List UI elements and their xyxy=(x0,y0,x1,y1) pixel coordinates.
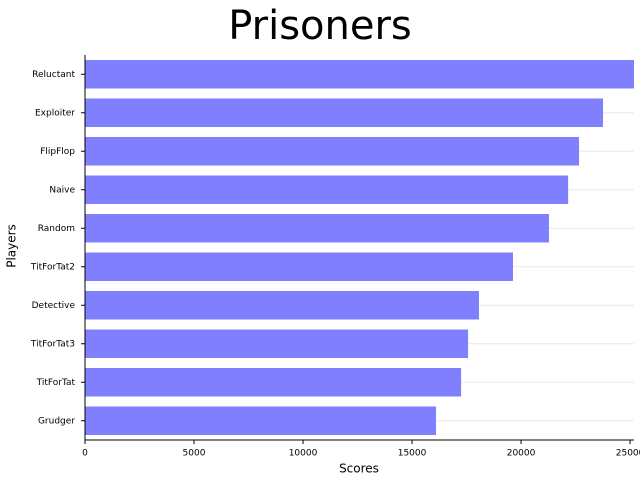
bar xyxy=(85,175,569,204)
bar xyxy=(85,137,580,166)
y-tick-label: Reluctant xyxy=(32,70,75,80)
y-tick-label: Grudger xyxy=(38,416,75,426)
bar xyxy=(85,329,469,358)
y-tick-label: Detective xyxy=(32,301,76,311)
bar xyxy=(85,98,604,127)
x-tick-label: 10000 xyxy=(289,449,318,459)
x-tick-label: 15000 xyxy=(398,449,427,459)
bar xyxy=(85,214,549,243)
x-axis-label: Scores xyxy=(339,462,379,476)
x-tick-label: 0 xyxy=(82,449,88,459)
y-tick-label: Exploiter xyxy=(35,108,75,118)
y-tick-label: Random xyxy=(38,224,75,234)
x-tick-label: 25000 xyxy=(616,449,640,459)
y-tick-label: TitForTat2 xyxy=(30,262,75,272)
bar xyxy=(85,291,479,320)
x-tick-label: 5000 xyxy=(183,449,206,459)
bar xyxy=(85,252,513,281)
y-tick-label: Naive xyxy=(49,185,75,195)
y-tick-label: FlipFlop xyxy=(40,147,75,157)
y-tick-label: TitForTat3 xyxy=(30,339,75,349)
y-tick-label: TitForTat xyxy=(36,378,76,388)
y-axis-label: Players xyxy=(5,224,19,268)
bar xyxy=(85,60,634,89)
x-tick-label: 20000 xyxy=(507,449,536,459)
bar xyxy=(85,406,437,435)
chart-title: Prisoners xyxy=(228,3,412,49)
bar xyxy=(85,368,462,397)
